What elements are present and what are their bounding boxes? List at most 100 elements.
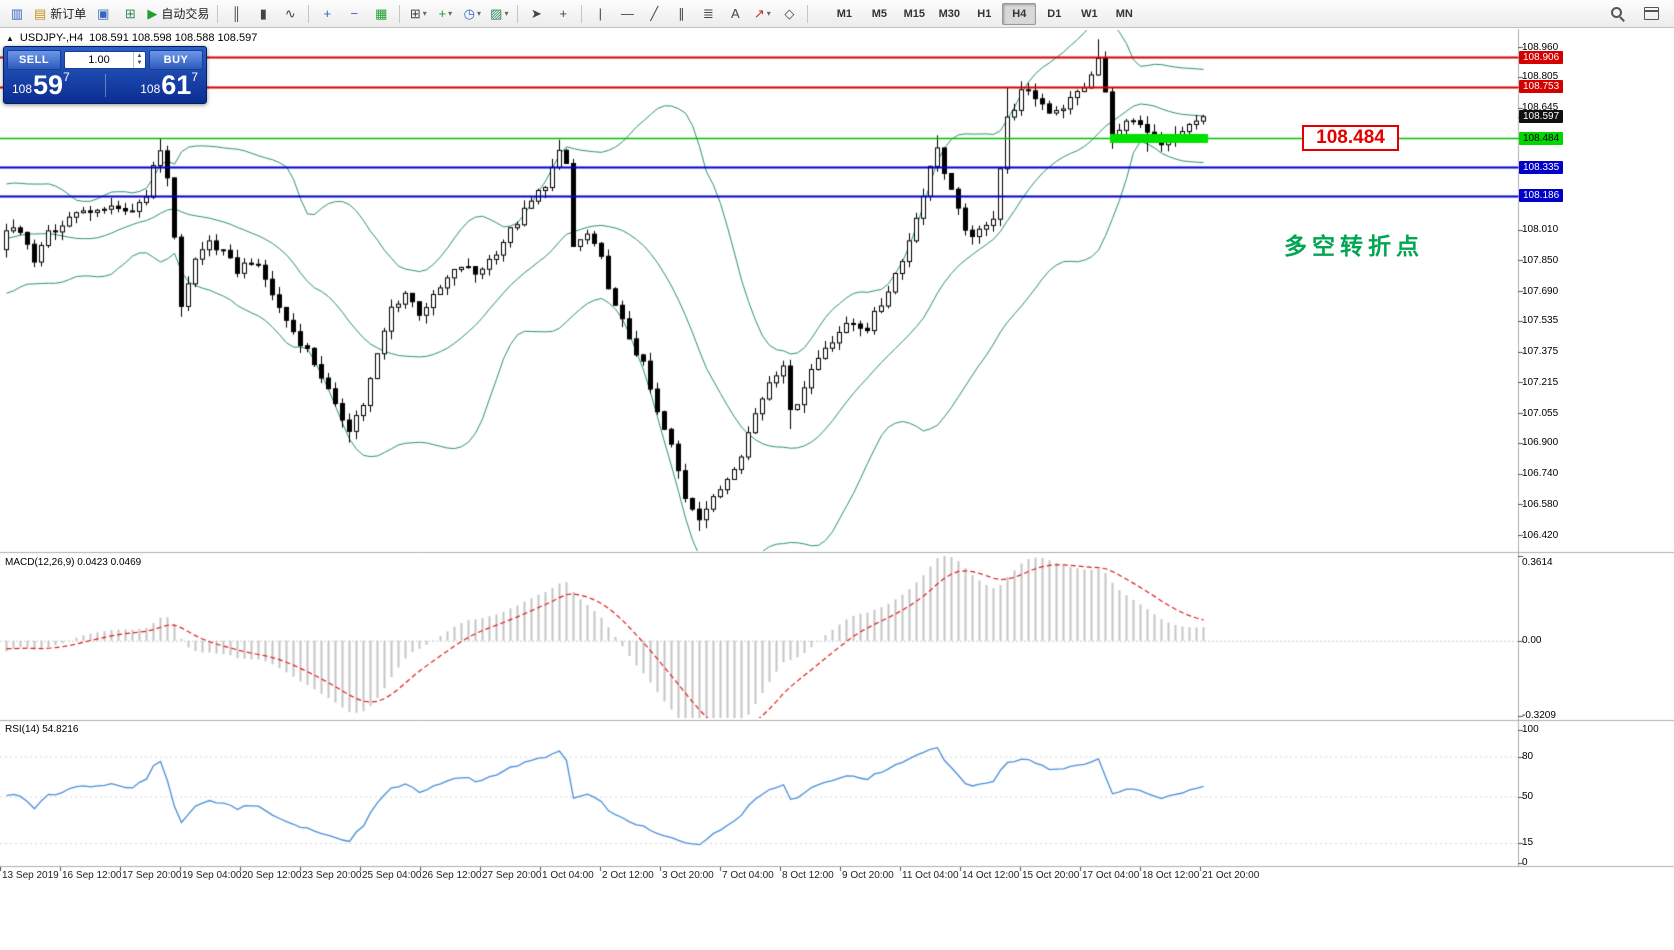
volume-field[interactable]: 1.00 ▲ ▼ bbox=[64, 51, 146, 69]
volume-value[interactable]: 1.00 bbox=[88, 54, 110, 66]
timeframe-d1[interactable]: D1 bbox=[1047, 7, 1062, 20]
price-axis-label: 108.960 bbox=[1522, 41, 1559, 53]
time-axis-label: 18 Oct 12:00 bbox=[1142, 870, 1200, 881]
time-axis-label: 3 Oct 20:00 bbox=[662, 870, 714, 881]
time-axis-label: 27 Sep 20:00 bbox=[482, 870, 542, 881]
search-button[interactable] bbox=[1604, 3, 1630, 25]
rsi-axis-label: 0 bbox=[1522, 857, 1528, 868]
one-click-collapse-icon[interactable]: ▲ bbox=[6, 33, 14, 43]
periods-button[interactable]: ◷ ▾ bbox=[459, 3, 485, 25]
zoom-out-button[interactable]: − bbox=[341, 3, 367, 25]
price-axis-label: 106.900 bbox=[1522, 437, 1559, 449]
price-axis-label: 107.215 bbox=[1522, 376, 1559, 388]
price-axis-label: 107.375 bbox=[1522, 346, 1559, 358]
price-axis-label: 107.850 bbox=[1522, 254, 1559, 266]
toolbar-separator bbox=[399, 4, 401, 23]
profiles-icon: ▣ bbox=[97, 6, 110, 21]
zoom-in-button[interactable]: + bbox=[314, 3, 340, 25]
macd-axis-label: -0.3209 bbox=[1522, 710, 1556, 721]
price-level-label-blue: 108.186 bbox=[1519, 189, 1564, 203]
autotrading-play-icon: ▶ bbox=[147, 6, 158, 21]
sell-button[interactable]: SELL bbox=[7, 50, 61, 70]
cursor-button[interactable]: ➤ bbox=[523, 3, 549, 25]
time-axis-label: 15 Oct 20:00 bbox=[1022, 870, 1080, 881]
volume-down-icon[interactable]: ▼ bbox=[136, 60, 143, 66]
data-window-icon bbox=[1643, 7, 1659, 20]
autotrading-button[interactable]: ▶ 自动交易 bbox=[144, 3, 212, 25]
price-tag-annotation[interactable]: 108.484 bbox=[1302, 125, 1399, 151]
fibonacci-icon: ≣ bbox=[702, 6, 714, 21]
volume-up-icon[interactable]: ▲ bbox=[136, 53, 143, 59]
indicators-button[interactable]: + ▾ bbox=[432, 3, 458, 25]
text-tool-button[interactable]: A bbox=[722, 3, 748, 25]
timeframe-h4[interactable]: H4 bbox=[1002, 2, 1037, 25]
timeframe-m5[interactable]: M5 bbox=[871, 7, 887, 20]
price-axis-label: 106.420 bbox=[1522, 529, 1559, 541]
buy-price-prefix: 108 bbox=[140, 82, 161, 96]
trendline-icon: ╱ bbox=[650, 6, 659, 21]
macd-axis-label: 0.3614 bbox=[1522, 557, 1553, 568]
dropdown-arrow-icon: ▾ bbox=[448, 9, 453, 18]
chart-window-button[interactable]: ▥ bbox=[4, 3, 30, 25]
sell-price[interactable]: 108 59 7 bbox=[12, 70, 70, 100]
timeframe-m30[interactable]: M30 bbox=[938, 7, 961, 20]
price-axis-label: 107.690 bbox=[1522, 285, 1559, 297]
tile-windows-button[interactable]: ⊞ ▾ bbox=[405, 3, 431, 25]
time-axis-label: 19 Sep 04:00 bbox=[182, 870, 242, 881]
toolbar-right-group bbox=[1604, 3, 1664, 25]
fibonacci-button[interactable]: ≣ bbox=[695, 3, 721, 25]
time-axis-label: 17 Sep 20:00 bbox=[122, 870, 182, 881]
timeframe-w1[interactable]: W1 bbox=[1081, 7, 1098, 20]
toolbar: ▥ ▤ 新订单 ▣ ⊞ ▶ 自动交易 ║ ▮ ∿ + − ▦ ⊞ ▾ + ▾ ◷ bbox=[0, 0, 1674, 28]
ohlc-values: 108.591 108.598 108.588 108.597 bbox=[89, 32, 258, 44]
note-text-annotation: 多空转折点 bbox=[1284, 233, 1424, 259]
buy-price[interactable]: 108 61 7 bbox=[140, 70, 198, 99]
vertical-line-button[interactable]: | bbox=[587, 3, 613, 25]
buy-button[interactable]: BUY bbox=[149, 50, 203, 70]
data-window-button[interactable] bbox=[1638, 3, 1664, 25]
timeframe-mn[interactable]: MN bbox=[1115, 7, 1133, 20]
time-axis-label: 8 Oct 12:00 bbox=[782, 870, 834, 881]
candlestick-chart-icon: ▮ bbox=[259, 6, 267, 21]
shapes-tool-icon: ◇ bbox=[784, 6, 795, 21]
rsi-title: RSI(14) 54.8216 bbox=[5, 724, 79, 735]
sell-price-big: 59 bbox=[33, 70, 64, 100]
dropdown-arrow-icon: ▾ bbox=[476, 9, 481, 18]
time-axis-label: 9 Oct 20:00 bbox=[842, 870, 894, 881]
rsi-axis-label: 80 bbox=[1522, 750, 1534, 762]
line-chart-button[interactable]: ∿ bbox=[277, 3, 303, 25]
time-axis-label: 17 Oct 04:00 bbox=[1082, 870, 1140, 881]
crosshair-button[interactable]: + bbox=[550, 3, 576, 25]
timeframe-m15[interactable]: M15 bbox=[903, 7, 926, 20]
new-order-button[interactable]: ▤ 新订单 bbox=[31, 3, 89, 25]
new-order-icon: ▤ bbox=[34, 6, 47, 21]
rsi-axis-label: 15 bbox=[1522, 837, 1534, 849]
text-tool-icon: A bbox=[730, 6, 740, 21]
shapes-tool-button[interactable]: ◇ bbox=[776, 3, 802, 25]
horizontal-line-button[interactable]: — bbox=[614, 3, 640, 25]
profiles-button[interactable]: ▣ bbox=[90, 3, 116, 25]
cursor-icon: ➤ bbox=[530, 6, 542, 21]
templates-button[interactable]: ▨ ▾ bbox=[486, 3, 512, 25]
periods-icon: ◷ bbox=[463, 6, 475, 21]
time-axis-label: 20 Sep 12:00 bbox=[242, 870, 302, 881]
timeframe-m1[interactable]: M1 bbox=[836, 7, 852, 20]
timeframe-group: M1 M5 M15 M30 H1 H4 D1 W1 MN bbox=[827, 2, 1141, 25]
grid-button[interactable]: ▦ bbox=[368, 3, 394, 25]
price-axis-label: 108.805 bbox=[1522, 71, 1559, 83]
toolbar-separator bbox=[807, 4, 809, 23]
arrows-tool-button[interactable]: ↗ ▾ bbox=[749, 3, 775, 25]
candlestick-chart-button[interactable]: ▮ bbox=[250, 3, 276, 25]
dropdown-arrow-icon: ▾ bbox=[766, 9, 771, 18]
channel-button[interactable]: ∥ bbox=[668, 3, 694, 25]
symbol-period-label: USDJPY-,H4 bbox=[19, 32, 84, 44]
time-axis-label: 23 Sep 20:00 bbox=[302, 870, 362, 881]
volume-stepper[interactable]: ▲ ▼ bbox=[133, 52, 145, 68]
charts-cascade-button[interactable]: ⊞ bbox=[117, 3, 143, 25]
time-axis-label: 14 Oct 12:00 bbox=[962, 870, 1020, 881]
trendline-button[interactable]: ╱ bbox=[641, 3, 667, 25]
bar-chart-button[interactable]: ║ bbox=[223, 3, 249, 25]
timeframe-h1[interactable]: H1 bbox=[977, 7, 992, 20]
tile-windows-icon: ⊞ bbox=[409, 6, 421, 21]
